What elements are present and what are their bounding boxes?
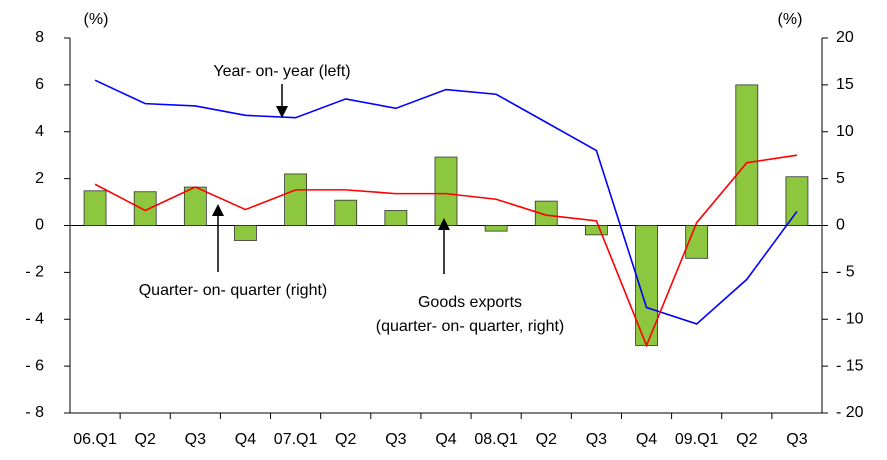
y-tick-label: 8: [35, 29, 44, 46]
y-tick-label: 0: [35, 217, 44, 234]
y2-tick-label: - 5: [836, 264, 855, 281]
bar: [183, 186, 207, 226]
x-tick-label: Q3: [586, 431, 607, 448]
x-tick-label: 08.Q1: [474, 431, 518, 448]
y2-tick-label: 5: [836, 170, 845, 187]
x-tick-label: 07.Q1: [274, 431, 318, 448]
x-tick-label: Q2: [736, 431, 757, 448]
y-unit: (%): [84, 11, 109, 28]
bar: [434, 156, 458, 226]
annotation: (quarter- on- quarter, right): [376, 318, 565, 335]
bar: [284, 173, 308, 226]
x-tick-label: 09.Q1: [675, 431, 719, 448]
y-tick-label: - 6: [25, 357, 44, 374]
y2-tick-label: 0: [836, 217, 845, 234]
y-tick-label: 6: [35, 76, 44, 93]
y-tick-label: 4: [35, 123, 44, 140]
bar: [685, 225, 709, 259]
bar: [133, 191, 157, 226]
y2-tick-label: 20: [836, 29, 854, 46]
line: [94, 154, 798, 348]
x-tick-label: Q4: [435, 431, 456, 448]
y-tick-label: - 2: [25, 264, 44, 281]
y2-tick-label: 15: [836, 76, 854, 93]
y-tick-label: 2: [35, 170, 44, 187]
bar: [334, 199, 358, 226]
x-tick-label: Q4: [235, 431, 256, 448]
y-tick-label: - 4: [25, 310, 44, 327]
y2-tick-label: 10: [836, 123, 854, 140]
x-tick-label: Q3: [185, 431, 206, 448]
bar: [83, 190, 107, 226]
x-tick-label: Q2: [135, 431, 156, 448]
annotation: Quarter- on- quarter (right): [139, 282, 328, 299]
bar: [735, 84, 759, 226]
y2-tick-label: - 20: [836, 404, 864, 421]
bar: [484, 225, 508, 232]
x-tick-label: 06.Q1: [73, 431, 117, 448]
line: [94, 79, 798, 325]
x-tick-label: Q3: [786, 431, 807, 448]
y2-tick-label: - 15: [836, 357, 864, 374]
bar: [234, 225, 257, 241]
x-tick-label: Q2: [536, 431, 557, 448]
bar: [534, 200, 558, 226]
bar: [384, 210, 408, 226]
annotation: Goods exports: [418, 294, 522, 311]
bar: [785, 176, 809, 226]
y2-tick-label: - 10: [836, 310, 864, 327]
x-tick-label: Q4: [636, 431, 657, 448]
annotation: Year- on- year (left): [213, 63, 350, 80]
y-tick-label: - 8: [25, 404, 44, 421]
x-tick-label: Q2: [335, 431, 356, 448]
x-tick-label: Q3: [385, 431, 406, 448]
y2-unit: (%): [778, 11, 803, 28]
bar: [585, 225, 608, 236]
